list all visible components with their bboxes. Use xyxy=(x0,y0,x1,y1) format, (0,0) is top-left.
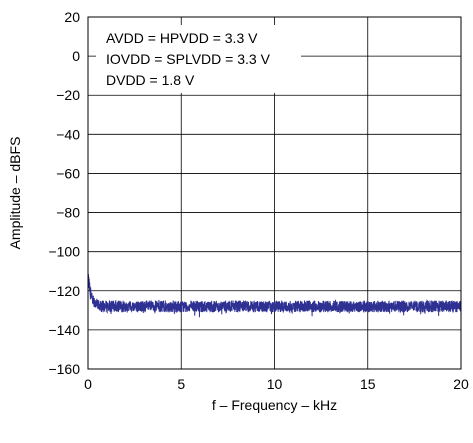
y-axis-label: Amplitude – dBFS xyxy=(7,137,23,250)
y-tick-label: −140 xyxy=(48,322,80,338)
y-tick-label: −80 xyxy=(56,205,80,221)
x-tick-label: 10 xyxy=(267,376,283,392)
y-tick-label: −120 xyxy=(48,283,80,299)
annotation-line-2: IOVDD = SPLVDD = 3.3 V xyxy=(106,51,271,67)
y-tick-labels: 20 0 −20 −40 −60 −80 −100 −120 −140 −160 xyxy=(48,9,80,377)
plot-frame xyxy=(87,16,462,370)
x-tick-label: 20 xyxy=(453,376,469,392)
y-tick-label: −100 xyxy=(48,244,80,260)
y-tick-label: −60 xyxy=(56,165,80,181)
x-axis-label: f – Frequency – kHz xyxy=(212,397,337,413)
series-group xyxy=(87,273,462,318)
x-tick-label: 0 xyxy=(84,376,92,392)
y-tick-label: −20 xyxy=(56,87,80,103)
y-tick-label: −160 xyxy=(48,361,80,377)
y-tick-label: 20 xyxy=(64,9,80,25)
y-tick-label: −40 xyxy=(56,126,80,142)
annotation-box xyxy=(96,25,301,93)
y-tick-label: 0 xyxy=(72,48,80,64)
annotation-line-3: DVDD = 1.8 V xyxy=(106,72,195,88)
annotation-line-1: AVDD = HPVDD = 3.3 V xyxy=(106,30,258,46)
x-tick-label: 5 xyxy=(177,376,185,392)
x-tick-label: 15 xyxy=(360,376,376,392)
x-tick-labels: 0 5 10 15 20 xyxy=(84,376,469,392)
spectrum-series-line xyxy=(87,273,462,318)
